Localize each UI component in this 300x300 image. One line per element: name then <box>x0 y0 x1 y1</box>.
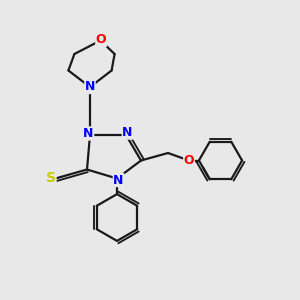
Text: N: N <box>85 80 95 94</box>
Text: O: O <box>96 33 106 46</box>
Text: N: N <box>83 127 94 140</box>
Text: S: S <box>46 172 56 185</box>
Text: O: O <box>184 154 194 167</box>
Text: N: N <box>122 126 133 139</box>
Text: N: N <box>113 173 124 187</box>
